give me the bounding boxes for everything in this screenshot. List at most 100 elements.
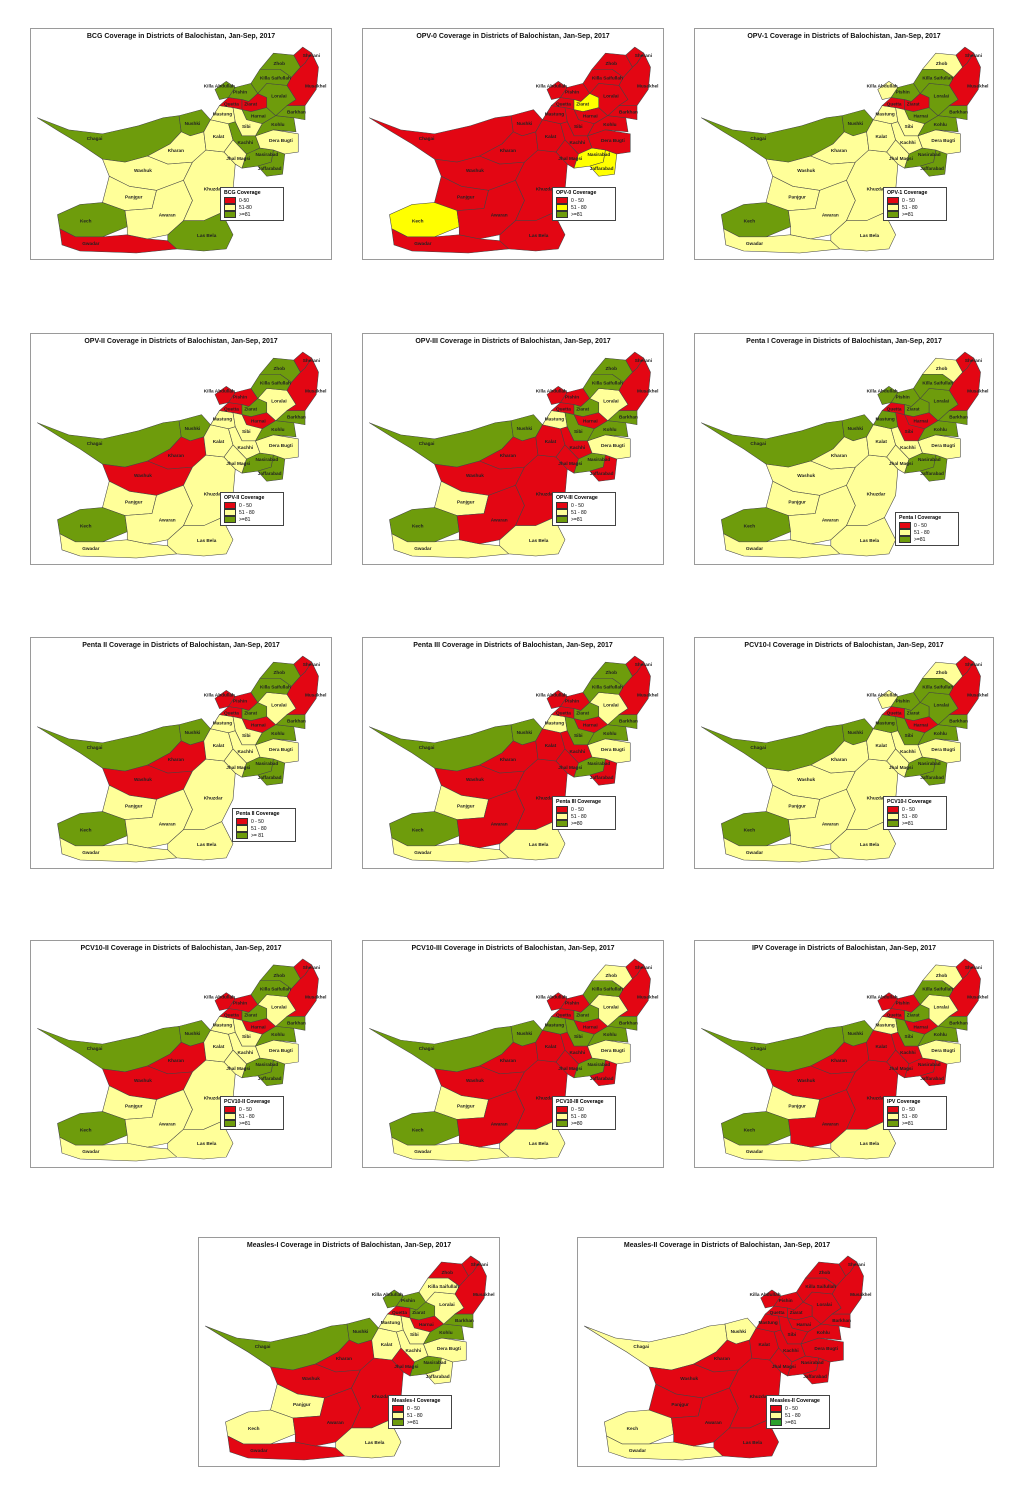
district-label: Las Bela — [529, 538, 549, 543]
district-label: Loralai — [817, 1302, 832, 1307]
district-label: Gwadar — [746, 850, 763, 855]
district-label: Kachhi — [238, 1050, 254, 1055]
map-panel: BCG Coverage in Districts of Balochistan… — [30, 28, 332, 260]
district-label: Kharan — [500, 453, 516, 458]
district-label: Kalat — [545, 743, 557, 748]
district-label: Gwadar — [82, 241, 100, 246]
legend-label: 0-50 — [239, 197, 250, 204]
district-map: Chagai Nushki Kharan Washuk Panjgur Kech Gwada… — [37, 351, 326, 559]
district-musakhel — [618, 52, 651, 106]
legend-swatch — [556, 204, 568, 211]
legend-swatch — [392, 1412, 404, 1419]
district-label: Washuk — [680, 1376, 698, 1381]
district-label: Chagai — [750, 1046, 766, 1051]
district-label: Killa Saifullah — [922, 381, 953, 386]
district-jhal-magsi — [886, 1049, 910, 1079]
district-label: Kohlu — [603, 1032, 617, 1037]
district-label: Dera Bugti — [814, 1346, 838, 1351]
district-label: Sibi — [905, 429, 914, 434]
map-panel: Penta I Coverage in Districts of Balochi… — [694, 333, 994, 565]
district-label: Jhal Magsi — [226, 156, 250, 161]
district-label: Killa Saifullah — [922, 685, 953, 690]
legend-label: 51-80 — [239, 204, 252, 211]
district-label: Zhob — [274, 973, 286, 978]
district-label: Mastung — [213, 721, 233, 726]
map-panel: PCV10-III Coverage in Districts of Baloc… — [362, 940, 664, 1168]
district-label: Khuzdar — [750, 1394, 769, 1399]
district-label: Dera Bugti — [269, 138, 293, 143]
district-label: Barkhan — [619, 719, 638, 724]
legend-item: 51-80 — [224, 204, 280, 211]
district-label: Dera Bugti — [269, 1048, 293, 1053]
map-legend: PCV10-II Coverage 0 - 50 51 - 80 >=81 — [220, 1096, 284, 1130]
map-legend: Measles-I Coverage 0 - 50 51 - 80 >=81 — [388, 1395, 452, 1429]
district-label: Quetta — [887, 1013, 902, 1018]
district-label: Killa Abdullah — [867, 995, 898, 1000]
district-label: Zhob — [936, 973, 948, 978]
district-label: Musakhel — [637, 84, 658, 89]
district-label: Jhal Magsi — [394, 1364, 418, 1369]
district-label: Killa Abdullah — [867, 84, 898, 89]
legend-swatch — [392, 1405, 404, 1412]
district-label: Chagai — [87, 1046, 103, 1051]
legend-item: 0 - 50 — [887, 197, 943, 204]
district-map: Chagai Nushki Kharan Washuk Panjgur Kech Gwada… — [37, 46, 326, 254]
map-legend: Penta III Coverage 0 - 50 51 - 80 >=80 — [552, 796, 616, 830]
district-dera-bugti — [255, 129, 299, 155]
district-label: Dera Bugti — [931, 747, 955, 752]
district-label: Kech — [627, 1426, 639, 1431]
district-label: Nushki — [185, 730, 201, 735]
district-label: Pishin — [233, 1001, 247, 1006]
district-label: Musakhel — [967, 693, 988, 698]
district-label: Loralai — [271, 703, 286, 708]
legend-swatch — [556, 1113, 568, 1120]
legend-title: PCV10-II Coverage — [224, 1099, 271, 1105]
district-label: Jaffarabad — [920, 471, 944, 476]
district-label: Kharan — [831, 148, 847, 153]
district-label: Pishin — [779, 1298, 793, 1303]
district-label: Mastung — [876, 721, 896, 726]
district-label: Nushki — [185, 121, 201, 126]
district-label: Killa Abdullah — [204, 995, 236, 1000]
district-label: Sherani — [635, 53, 652, 58]
district-map: Chagai Nushki Kharan Washuk Panjgur Kech Gwada… — [701, 655, 989, 863]
district-label: Kharan — [336, 1356, 353, 1361]
legend-swatch — [899, 536, 911, 543]
district-label: Kohlu — [271, 731, 285, 736]
legend-title: Penta I Coverage — [899, 515, 942, 521]
district-label: Kohlu — [271, 427, 285, 432]
district-label: Kalat — [545, 1044, 557, 1049]
district-label: Quetta — [556, 711, 571, 716]
district-label: Jaffarabad — [590, 166, 614, 171]
legend-swatch — [224, 1120, 236, 1127]
district-dera-bugti — [917, 1039, 961, 1065]
legend-swatch — [887, 211, 899, 218]
district-label: Gwadar — [746, 241, 763, 246]
map-legend: Penta I Coverage 0 - 50 51 - 80 >=81 — [895, 512, 959, 546]
legend-swatch — [556, 806, 568, 813]
district-label: Sibi — [905, 733, 914, 738]
district-label: Nasirabad — [256, 1062, 279, 1067]
district-label: Barkhan — [619, 415, 638, 420]
legend-item: 51 - 80 — [556, 204, 612, 211]
district-label: Kohlu — [603, 122, 617, 127]
district-label: Nushki — [517, 121, 533, 126]
district-label: Killa Saifullah — [592, 381, 623, 386]
district-label: Nasirabad — [424, 1360, 447, 1365]
district-label: Panjgur — [788, 804, 806, 809]
district-label: Kech — [412, 1128, 424, 1133]
district-label: Pishin — [565, 1001, 579, 1006]
district-label: Killa Saifullah — [428, 1284, 459, 1289]
legend-swatch — [770, 1419, 782, 1426]
district-label: Nasirabad — [918, 457, 941, 462]
district-label: Jaffarabad — [920, 166, 944, 171]
district-label: Kachhi — [570, 140, 586, 145]
district-jhal-magsi — [223, 748, 247, 778]
district-label: Kharan — [500, 1058, 517, 1063]
district-label: Kech — [744, 524, 756, 529]
district-label: Kharan — [168, 453, 184, 458]
district-label: Panjgur — [671, 1402, 689, 1407]
district-label: Jhal Magsi — [889, 1066, 913, 1071]
legend-swatch — [556, 820, 568, 827]
district-label: Ziarat — [244, 711, 257, 716]
